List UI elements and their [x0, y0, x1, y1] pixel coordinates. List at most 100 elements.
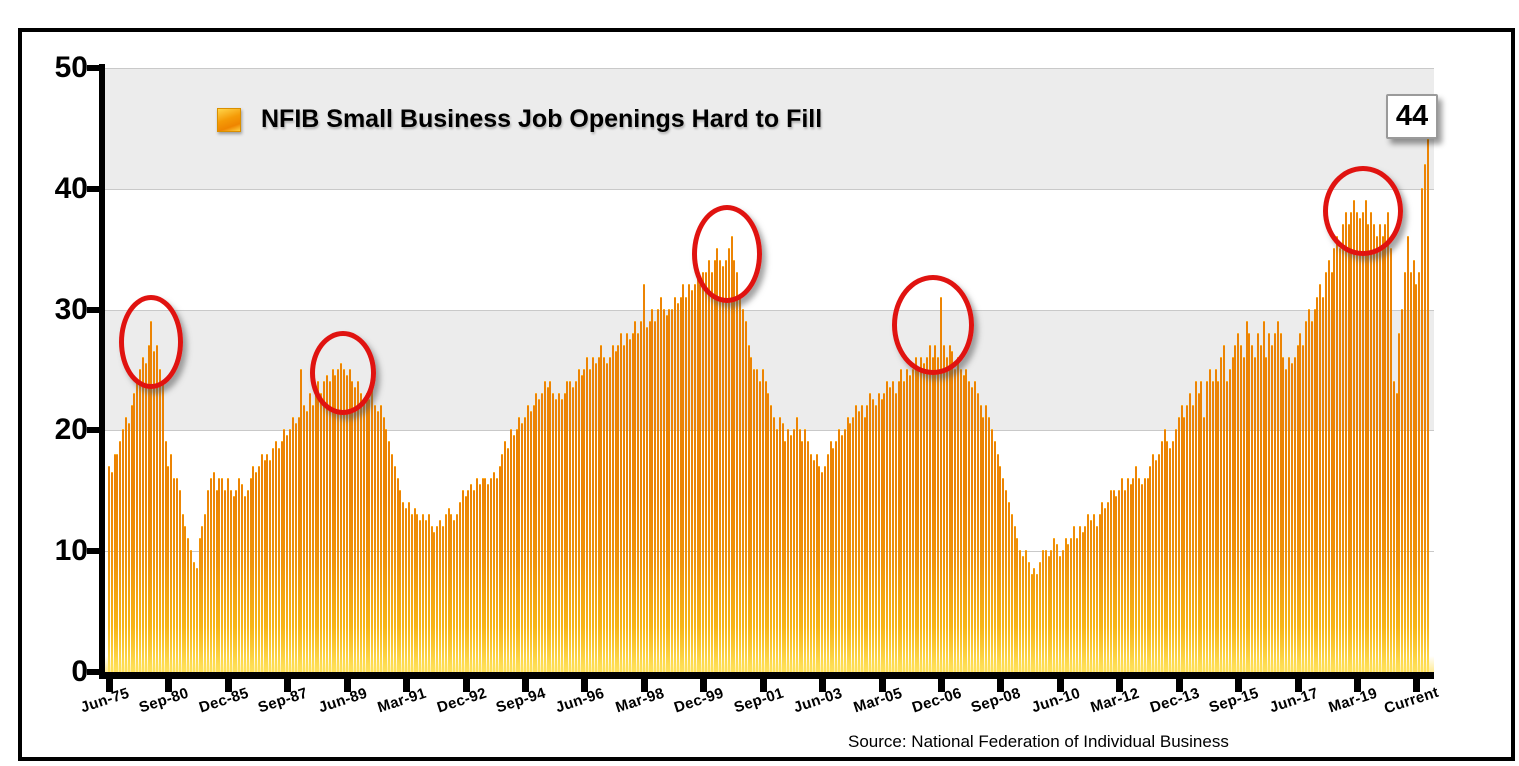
bar	[1322, 296, 1325, 672]
bar	[368, 399, 371, 672]
bar	[1058, 556, 1061, 672]
bar	[784, 441, 787, 672]
bar	[280, 441, 283, 672]
bar	[792, 429, 795, 672]
bar	[260, 453, 263, 672]
bar	[1324, 272, 1327, 672]
x-tick	[819, 679, 827, 692]
y-tick-label: 20	[54, 413, 88, 447]
bar	[1336, 236, 1339, 672]
bar	[589, 369, 592, 672]
gridline-20	[105, 430, 1434, 431]
bar	[1290, 362, 1293, 672]
bar	[291, 417, 294, 672]
bar	[767, 393, 770, 672]
bar	[1132, 477, 1135, 672]
bar	[484, 477, 487, 672]
bar	[376, 411, 379, 672]
bar	[175, 477, 178, 672]
bar	[490, 477, 493, 672]
bar	[648, 320, 651, 672]
bar	[1333, 248, 1336, 672]
bar	[637, 332, 640, 672]
bar	[812, 459, 815, 672]
legend: NFIB Small Business Job Openings Hard to…	[217, 105, 822, 134]
bar	[306, 411, 309, 672]
bar	[623, 344, 626, 672]
bar	[224, 489, 227, 672]
bar	[221, 477, 224, 672]
bar	[1220, 356, 1223, 672]
bar	[832, 447, 835, 672]
peak-circle	[892, 275, 974, 375]
bar	[603, 356, 606, 672]
bar	[447, 507, 450, 672]
bar	[863, 417, 866, 672]
bar	[300, 369, 303, 672]
bar	[328, 381, 331, 672]
bar	[1262, 320, 1265, 672]
bar	[1381, 236, 1384, 672]
bar	[781, 423, 784, 672]
bar	[524, 417, 526, 672]
bar	[1327, 260, 1330, 672]
bar	[1225, 381, 1228, 672]
bar	[427, 513, 430, 672]
gridline-10	[105, 551, 1434, 552]
bar	[957, 356, 959, 672]
bar	[371, 369, 374, 672]
bar	[606, 362, 609, 672]
bar	[127, 423, 130, 672]
bar	[1330, 272, 1333, 672]
bar	[1005, 489, 1008, 672]
x-tick	[106, 679, 113, 692]
bar	[116, 453, 119, 672]
bar	[1177, 417, 1180, 672]
bar	[886, 381, 889, 672]
bar	[382, 417, 385, 672]
bar	[897, 381, 900, 672]
bar	[348, 369, 351, 672]
bar	[1138, 477, 1141, 672]
bar	[504, 441, 507, 672]
bar	[1056, 544, 1059, 672]
bar	[993, 441, 996, 672]
bar	[693, 284, 696, 672]
bar	[450, 513, 453, 672]
bar	[798, 429, 801, 672]
bar	[753, 369, 756, 672]
x-tick	[462, 679, 470, 692]
bar	[594, 362, 597, 672]
bar	[1123, 489, 1126, 672]
bar	[1013, 526, 1016, 672]
bar	[1115, 495, 1118, 672]
bar	[959, 369, 962, 672]
bar	[1101, 501, 1104, 672]
bar	[297, 417, 300, 672]
bar	[308, 393, 311, 672]
bar	[257, 465, 260, 672]
bar	[1406, 236, 1409, 672]
x-tick	[759, 679, 767, 692]
bar	[269, 459, 272, 672]
bar	[724, 260, 727, 672]
bar	[770, 405, 773, 672]
bar	[1310, 320, 1313, 672]
bar	[739, 296, 742, 672]
bar	[1061, 550, 1064, 672]
bar	[331, 369, 334, 672]
x-tick	[1235, 679, 1243, 692]
bar	[1104, 507, 1107, 672]
bar	[1157, 453, 1160, 672]
x-tick	[165, 679, 173, 692]
bar	[1067, 544, 1070, 672]
bar	[1135, 465, 1138, 672]
x-tick	[224, 679, 232, 692]
bar	[444, 513, 447, 672]
x-tick	[284, 679, 292, 692]
bar	[1341, 224, 1344, 672]
bar	[790, 435, 793, 672]
bar	[1129, 483, 1132, 672]
bar	[181, 513, 184, 672]
bar	[1254, 356, 1257, 672]
